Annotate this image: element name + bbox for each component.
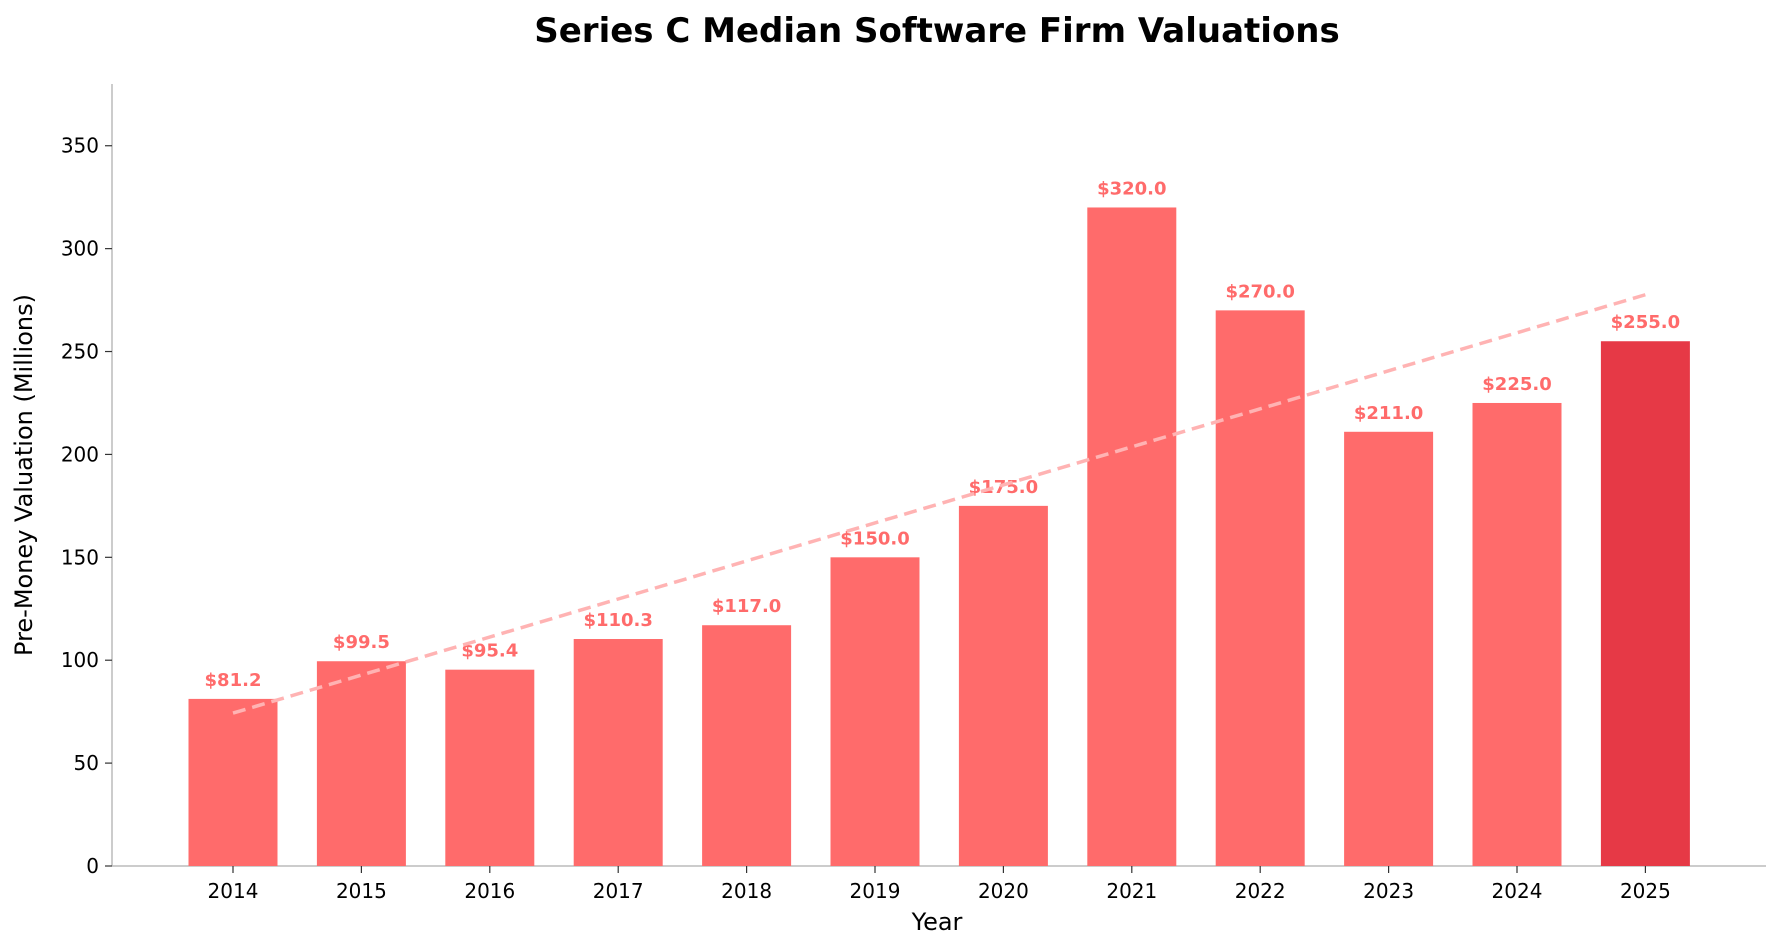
bar-2022 bbox=[1215, 310, 1305, 866]
y-tick-label: 50 bbox=[74, 751, 99, 775]
x-tick-label: 2019 bbox=[850, 879, 901, 903]
trend-line-group bbox=[232, 293, 1646, 715]
bar-2025 bbox=[1600, 341, 1690, 867]
trend-line bbox=[232, 293, 1646, 715]
x-tick-label: 2014 bbox=[208, 879, 259, 903]
y-axis-title: Pre-Money Valuation (Millions) bbox=[10, 294, 38, 656]
data-label-2025: $255.0 bbox=[1611, 312, 1680, 333]
data-label-2018: $117.0 bbox=[712, 596, 781, 617]
data-label-2016: $95.4 bbox=[461, 641, 518, 662]
data-label-2014: $81.2 bbox=[205, 670, 262, 691]
bar-2021 bbox=[1087, 207, 1177, 866]
data-label-2021: $320.0 bbox=[1097, 178, 1166, 199]
x-axis: 2014 2015 2016 2017 2018 2019 2020 2021 2022 2023… bbox=[112, 865, 1766, 903]
bar-2017 bbox=[573, 639, 663, 866]
bar-2019 bbox=[830, 557, 920, 866]
y-tick-label: 250 bbox=[61, 340, 99, 364]
bar-2020 bbox=[958, 505, 1048, 866]
bar-2014 bbox=[188, 698, 278, 866]
x-tick-label: 2022 bbox=[1235, 879, 1286, 903]
y-tick-label: 200 bbox=[61, 442, 99, 466]
bar-2024 bbox=[1472, 402, 1562, 866]
x-tick-label: 2021 bbox=[1106, 879, 1157, 903]
y-tick-label: 300 bbox=[61, 237, 99, 261]
bar-2015 bbox=[316, 661, 406, 866]
x-tick-label: 2020 bbox=[978, 879, 1029, 903]
data-label-2020: $175.0 bbox=[969, 477, 1038, 498]
x-tick-label: 2016 bbox=[464, 879, 515, 903]
bars bbox=[188, 207, 1690, 867]
y-axis: 0 50 100 150 200 250 300 350 bbox=[61, 84, 113, 878]
bar-2023 bbox=[1344, 431, 1434, 866]
x-tick-label: 2023 bbox=[1363, 879, 1414, 903]
x-tick-label: 2024 bbox=[1492, 879, 1543, 903]
data-label-2024: $225.0 bbox=[1482, 374, 1551, 395]
chart-title: Series C Median Software Firm Valuations bbox=[534, 11, 1340, 51]
data-label-2017: $110.3 bbox=[583, 610, 652, 631]
bar-2018 bbox=[702, 625, 792, 866]
x-tick-label: 2025 bbox=[1620, 879, 1671, 903]
x-axis-title: Year bbox=[911, 908, 963, 936]
x-tick-label: 2017 bbox=[593, 879, 644, 903]
bar-2016 bbox=[445, 669, 535, 866]
data-labels: $81.2 $99.5 $95.4 $110.3 $117.0 $150.0 $175.0 $… bbox=[205, 178, 1681, 690]
data-label-2022: $270.0 bbox=[1225, 281, 1294, 302]
data-label-2019: $150.0 bbox=[840, 528, 909, 549]
y-tick-label: 100 bbox=[61, 648, 99, 672]
x-tick-label: 2015 bbox=[336, 879, 387, 903]
y-tick-label: 0 bbox=[86, 854, 99, 878]
data-label-2023: $211.0 bbox=[1354, 403, 1423, 424]
y-tick-label: 150 bbox=[61, 545, 99, 569]
data-label-2015: $99.5 bbox=[333, 632, 390, 653]
x-tick-label: 2018 bbox=[721, 879, 772, 903]
y-tick-label: 350 bbox=[61, 134, 99, 158]
